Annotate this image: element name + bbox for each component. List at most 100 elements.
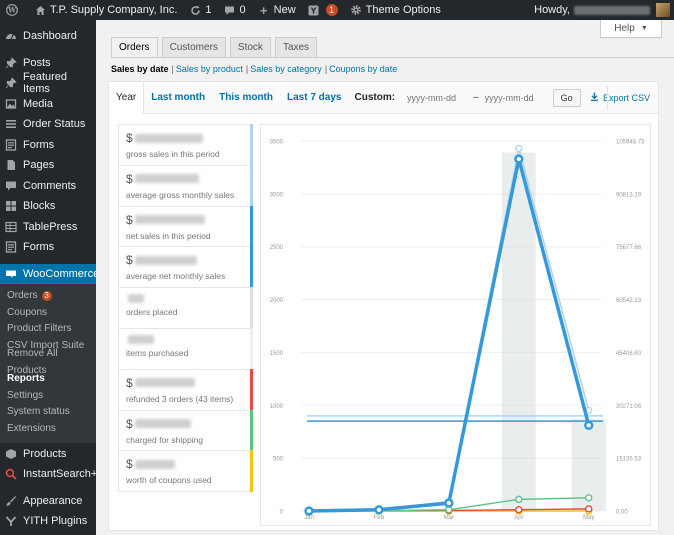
y-right-tick-label: 105948.73 xyxy=(616,140,645,146)
subnav-sales-by-product[interactable]: Sales by product xyxy=(175,64,243,74)
admin-menu: Dashboard Posts Featured Items Media Ord… xyxy=(0,20,96,535)
y-right-tick-label: 60542.13 xyxy=(616,298,642,304)
menu-item-instantsearch[interactable]: InstantSearch+ xyxy=(0,464,96,485)
theme-options-link[interactable]: Theme Options xyxy=(344,0,447,20)
woo-icon xyxy=(5,268,17,280)
updates-link[interactable]: 1 xyxy=(183,0,217,20)
sales-chart: 0 0.00 500 15135.53 1000 30271.06 1500 45406.60… xyxy=(260,124,651,526)
subnav-sales-by-category[interactable]: Sales by category xyxy=(250,64,322,74)
my-account-link[interactable]: Howdy, xyxy=(528,0,674,20)
start-date-input[interactable] xyxy=(407,88,470,107)
export-csv-link[interactable]: Export CSV xyxy=(590,92,650,103)
tab-orders[interactable]: Orders xyxy=(111,37,158,58)
menu-item-comments[interactable]: Comments xyxy=(0,176,96,197)
legend-color-bar xyxy=(250,368,253,411)
user-name-redacted xyxy=(574,5,650,15)
submenu-item-reports[interactable]: Reports xyxy=(7,372,45,384)
menu-label: Dashboard xyxy=(23,30,77,43)
series-point xyxy=(584,420,594,431)
range-year[interactable]: Year xyxy=(109,81,145,114)
subnav-sales-by-date[interactable]: Sales by date xyxy=(111,64,169,74)
legend-items-purchased[interactable]: items purchased xyxy=(119,327,253,370)
y-right-tick-label: 45406.60 xyxy=(616,351,642,357)
legend-color-bar xyxy=(250,205,253,248)
series-point xyxy=(515,506,523,514)
menu-item-forms[interactable]: Forms xyxy=(0,135,96,156)
wordpress-logo-button[interactable]: W xyxy=(0,0,28,20)
comment-icon xyxy=(5,180,17,192)
legend-coupons-used[interactable]: $ worth of coupons used xyxy=(119,450,253,493)
submenu-item-coupons[interactable]: Coupons xyxy=(7,306,48,318)
legend-charged-shipping[interactable]: $ charged for shipping xyxy=(119,409,253,452)
menu-label: Pages xyxy=(23,159,55,172)
submenu-item-remove-all-products[interactable]: Remove All Products xyxy=(7,348,58,376)
submenu-item-orders[interactable]: Orders 3 xyxy=(0,288,96,305)
updates-count: 1 xyxy=(205,4,212,16)
submenu-item-settings[interactable]: Settings xyxy=(7,389,44,401)
menu-label: Order Status xyxy=(23,118,86,131)
report-subnav: Sales by date | Sales by product | Sales… xyxy=(111,64,398,74)
range-this-month[interactable]: This month xyxy=(219,91,273,103)
menu-item-featured-items[interactable]: Featured Items xyxy=(0,71,96,95)
legend-refunded-orders[interactable]: $ refunded 3 orders (43 items) xyxy=(119,368,253,411)
end-date-input[interactable] xyxy=(484,88,547,107)
yoast-badge: 1 xyxy=(325,4,338,16)
series-point xyxy=(515,495,523,504)
chart-legend: $ gross sales in this period $ average g… xyxy=(118,124,253,493)
yoast-seo-link[interactable]: Y 1 xyxy=(302,0,344,20)
series-line xyxy=(308,147,590,512)
series-point xyxy=(304,506,314,516)
submenu-item-product-filters[interactable]: Product Filters xyxy=(7,323,72,335)
legend-avg-net-monthly[interactable]: $ average net monthly sales xyxy=(119,246,253,289)
menu-item-appearance[interactable]: Appearance xyxy=(0,490,96,511)
redacted-value xyxy=(128,334,154,344)
menu-item-posts[interactable]: Posts xyxy=(0,53,96,74)
y-right-tick-label: 90813.19 xyxy=(616,192,642,198)
site-name-link[interactable]: T.P. Supply Company, Inc. xyxy=(28,0,183,20)
menu-item-order-status[interactable]: Order Status xyxy=(0,114,96,135)
legend-color-bar xyxy=(250,409,253,452)
legend-orders-placed[interactable]: orders placed xyxy=(119,287,253,329)
menu-item-tablepress[interactable]: TablePress xyxy=(0,217,96,238)
main-content: Help ▼ Orders Customers Stock Taxes Sale… xyxy=(96,20,674,535)
menu-item-yith-plugins[interactable]: YITH Plugins xyxy=(0,511,96,532)
download-icon xyxy=(590,92,599,103)
tab-customers[interactable]: Customers xyxy=(161,37,226,58)
range-last-7-days[interactable]: Last 7 days xyxy=(287,91,342,103)
tab-taxes[interactable]: Taxes xyxy=(274,37,318,58)
legend-avg-gross-monthly[interactable]: $ average gross monthly sales xyxy=(119,164,253,207)
series-point xyxy=(374,505,384,515)
dashboard-icon xyxy=(5,30,17,42)
menu-item-dashboard[interactable]: Dashboard xyxy=(0,26,96,47)
submenu-item-system-status[interactable]: System status xyxy=(7,406,70,418)
menu-label: YITH Plugins xyxy=(23,515,88,528)
orders-count-badge: 3 xyxy=(41,291,52,302)
menu-item-forms-2[interactable]: Forms xyxy=(0,237,96,258)
y-right-tick-label: 75677.66 xyxy=(616,245,642,251)
admin-bar: W T.P. Supply Company, Inc. 1 0 + New Y … xyxy=(0,0,674,20)
menu-item-woocommerce[interactable]: WooCommerce xyxy=(0,263,96,284)
menu-item-products[interactable]: Products xyxy=(0,443,96,464)
menu-label: Appearance xyxy=(23,494,83,507)
help-tab-button[interactable]: Help ▼ xyxy=(600,20,662,38)
redacted-value xyxy=(134,378,195,388)
redacted-value xyxy=(134,215,205,225)
range-last-month[interactable]: Last month xyxy=(151,91,206,103)
y-right-tick-label: 15135.53 xyxy=(616,457,642,463)
comments-link[interactable]: 0 xyxy=(218,0,252,20)
legend-gross-sales[interactable]: $ gross sales in this period xyxy=(119,124,253,166)
menu-label: Comments xyxy=(23,179,77,192)
menu-item-media[interactable]: Media xyxy=(0,94,96,115)
submenu-item-csv-import-suite[interactable]: CSV Import Suite xyxy=(7,339,85,351)
pin-icon xyxy=(5,56,17,69)
subnav-coupons-by-date[interactable]: Coupons by date xyxy=(329,64,398,74)
menu-item-pages[interactable]: Pages xyxy=(0,155,96,176)
tab-stock[interactable]: Stock xyxy=(229,37,271,58)
go-button[interactable]: Go xyxy=(552,88,581,107)
svg-text:Y: Y xyxy=(310,6,317,15)
new-content-link[interactable]: + New xyxy=(252,0,302,20)
redacted-value xyxy=(134,255,197,265)
legend-net-sales[interactable]: $ net sales in this period xyxy=(119,205,253,248)
submenu-item-extensions[interactable]: Extensions xyxy=(7,422,56,434)
menu-item-blocks[interactable]: Blocks xyxy=(0,196,96,217)
